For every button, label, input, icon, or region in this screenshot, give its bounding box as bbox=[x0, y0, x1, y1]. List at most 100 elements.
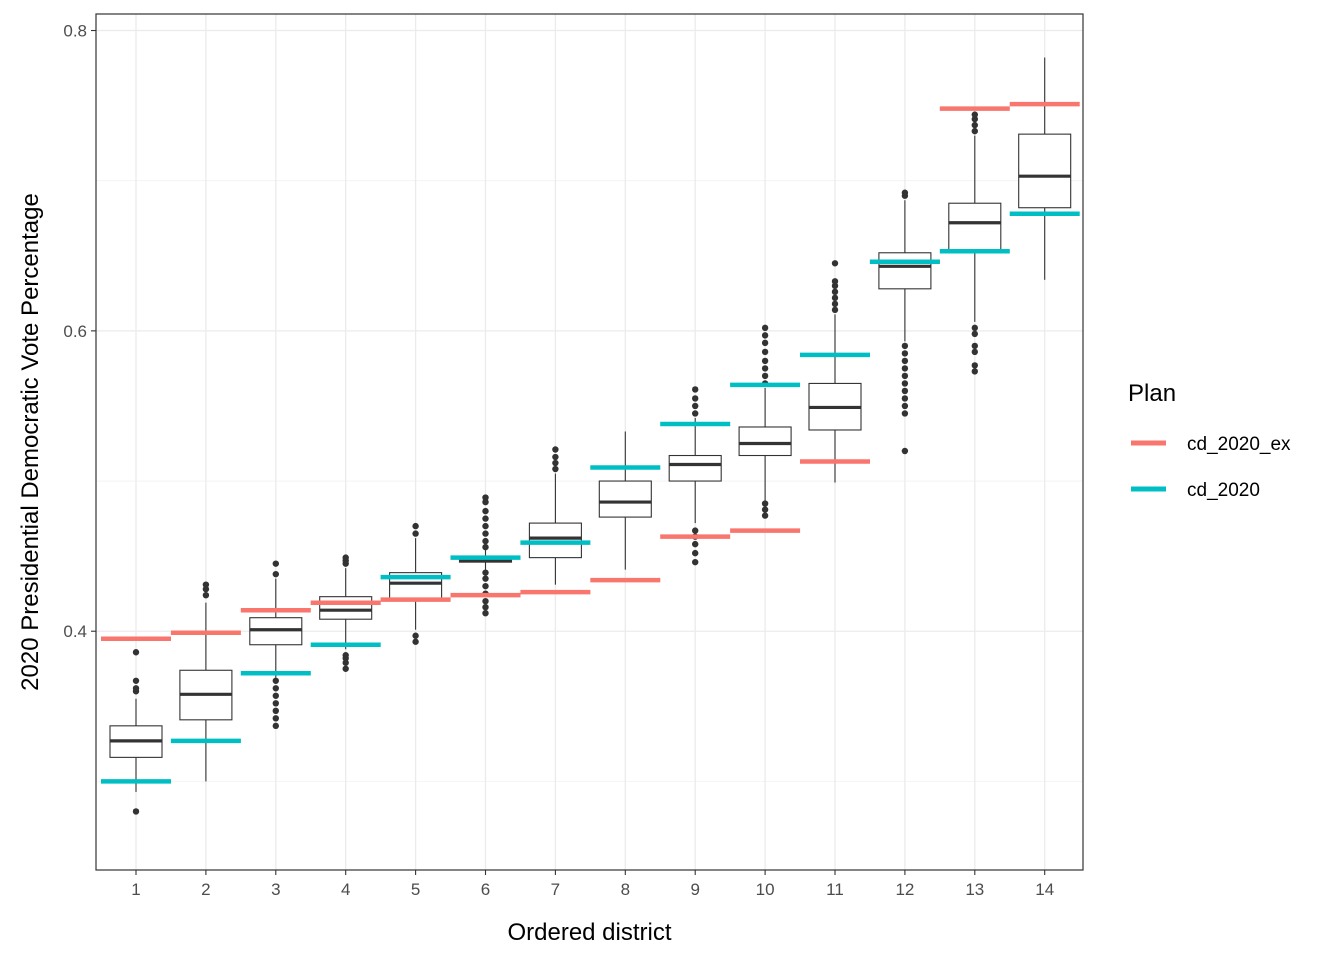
outlier-point bbox=[482, 569, 489, 576]
outlier-point bbox=[761, 506, 769, 513]
axes: 0.40.60.81 2 3 4 5 6 7 8 9 10 11 12 13 14 bbox=[63, 22, 1054, 899]
series-cd_2020 bbox=[101, 211, 1080, 784]
box-plot-district-8 bbox=[598, 431, 652, 570]
x-tick-label: 3 bbox=[271, 880, 280, 899]
outlier-point bbox=[761, 339, 769, 347]
box-plot-district-6 bbox=[458, 494, 513, 617]
outlier-point bbox=[482, 507, 489, 515]
box-plot-district-2 bbox=[179, 581, 233, 782]
outlier-point bbox=[202, 591, 210, 599]
box-plot-district-3 bbox=[249, 560, 303, 730]
outlier-point bbox=[971, 115, 978, 123]
outlier-point bbox=[901, 189, 909, 196]
box-plot-district-7 bbox=[528, 446, 582, 585]
box-plot-district-13 bbox=[948, 111, 1002, 375]
y-axis-title: 2020 Presidential Democratic Vote Percen… bbox=[17, 193, 44, 691]
outlier-point bbox=[901, 342, 909, 350]
outlier-point bbox=[831, 306, 839, 314]
series-cd_2020_ex bbox=[101, 101, 1080, 641]
outlier-point bbox=[971, 368, 978, 375]
outlier-point bbox=[342, 659, 349, 666]
outlier-point bbox=[831, 278, 839, 285]
outlier-point bbox=[971, 121, 978, 129]
outlier-point bbox=[901, 350, 909, 357]
outlier-point bbox=[132, 677, 140, 684]
y-tick-label: 0.4 bbox=[63, 622, 87, 641]
outlier-point bbox=[132, 685, 140, 692]
box-plots bbox=[109, 57, 1072, 815]
outlier-point bbox=[482, 603, 489, 611]
outlier-point bbox=[272, 722, 279, 730]
box-plot-district-11 bbox=[808, 260, 862, 483]
outlier-point bbox=[342, 652, 349, 659]
outlier-point bbox=[342, 665, 349, 672]
outlier-point bbox=[761, 324, 769, 332]
outlier-point bbox=[412, 522, 419, 530]
outlier-point bbox=[761, 365, 769, 372]
outlier-point bbox=[412, 530, 419, 537]
outlier-point bbox=[901, 447, 909, 455]
outlier-point bbox=[412, 638, 419, 645]
plot-panel bbox=[96, 14, 1083, 870]
outlier-point bbox=[132, 649, 140, 656]
outlier-point bbox=[482, 543, 489, 551]
outlier-point bbox=[901, 372, 909, 380]
x-tick-label: 11 bbox=[826, 880, 844, 899]
box-iqr bbox=[319, 596, 373, 620]
outlier-point bbox=[552, 453, 559, 461]
outlier-point bbox=[412, 632, 419, 639]
outlier-point bbox=[482, 597, 489, 605]
outlier-point bbox=[482, 575, 489, 582]
outlier-point bbox=[831, 260, 839, 267]
outlier-point bbox=[272, 715, 279, 722]
outlier-point bbox=[272, 677, 279, 684]
box-plot-district-10 bbox=[738, 324, 792, 519]
outlier-point bbox=[132, 808, 140, 815]
x-tick-label: 9 bbox=[690, 880, 699, 899]
outlier-point bbox=[692, 386, 699, 393]
x-tick-label: 14 bbox=[1035, 880, 1054, 899]
box-iqr bbox=[598, 480, 652, 518]
outlier-point bbox=[901, 380, 909, 387]
x-tick-label: 10 bbox=[756, 880, 775, 899]
outlier-point bbox=[552, 459, 559, 467]
outlier-point bbox=[831, 282, 839, 290]
outlier-point bbox=[971, 127, 978, 135]
outlier-point bbox=[272, 700, 279, 707]
outlier-point bbox=[831, 288, 839, 296]
outlier-point bbox=[692, 549, 699, 557]
outlier-point bbox=[482, 610, 489, 617]
outlier-point bbox=[831, 294, 839, 302]
box-plot-district-1 bbox=[109, 649, 163, 815]
outlier-point bbox=[202, 585, 210, 593]
box-iqr bbox=[878, 252, 932, 290]
outlier-point bbox=[761, 357, 769, 365]
outlier-point bbox=[971, 342, 978, 350]
legend: Plan cd_2020_ex cd_2020 bbox=[1128, 380, 1291, 501]
outlier-point bbox=[971, 324, 978, 332]
outlier-point bbox=[342, 554, 349, 561]
outlier-point bbox=[692, 540, 699, 548]
x-tick-label: 13 bbox=[965, 880, 984, 899]
legend-label-cd_2020: cd_2020 bbox=[1187, 480, 1260, 501]
outlier-point bbox=[482, 515, 489, 522]
outlier-point bbox=[971, 111, 978, 118]
legend-title: Plan bbox=[1128, 380, 1176, 407]
y-tick-label: 0.8 bbox=[63, 22, 87, 41]
outlier-point bbox=[901, 410, 909, 417]
box-plot-district-12 bbox=[878, 189, 932, 455]
outlier-point bbox=[202, 581, 210, 588]
outlier-point bbox=[482, 582, 489, 590]
box-plot-district-14 bbox=[1018, 57, 1072, 280]
x-tick-label: 7 bbox=[551, 880, 560, 899]
box-iqr bbox=[948, 202, 1002, 254]
outlier-point bbox=[971, 330, 978, 338]
x-tick-label: 8 bbox=[621, 880, 630, 899]
x-tick-label: 2 bbox=[201, 880, 210, 899]
x-tick-label: 4 bbox=[341, 880, 350, 899]
x-axis-title: Ordered district bbox=[507, 919, 671, 946]
outlier-point bbox=[692, 395, 699, 402]
x-tick-label: 6 bbox=[481, 880, 490, 899]
outlier-point bbox=[482, 522, 489, 530]
